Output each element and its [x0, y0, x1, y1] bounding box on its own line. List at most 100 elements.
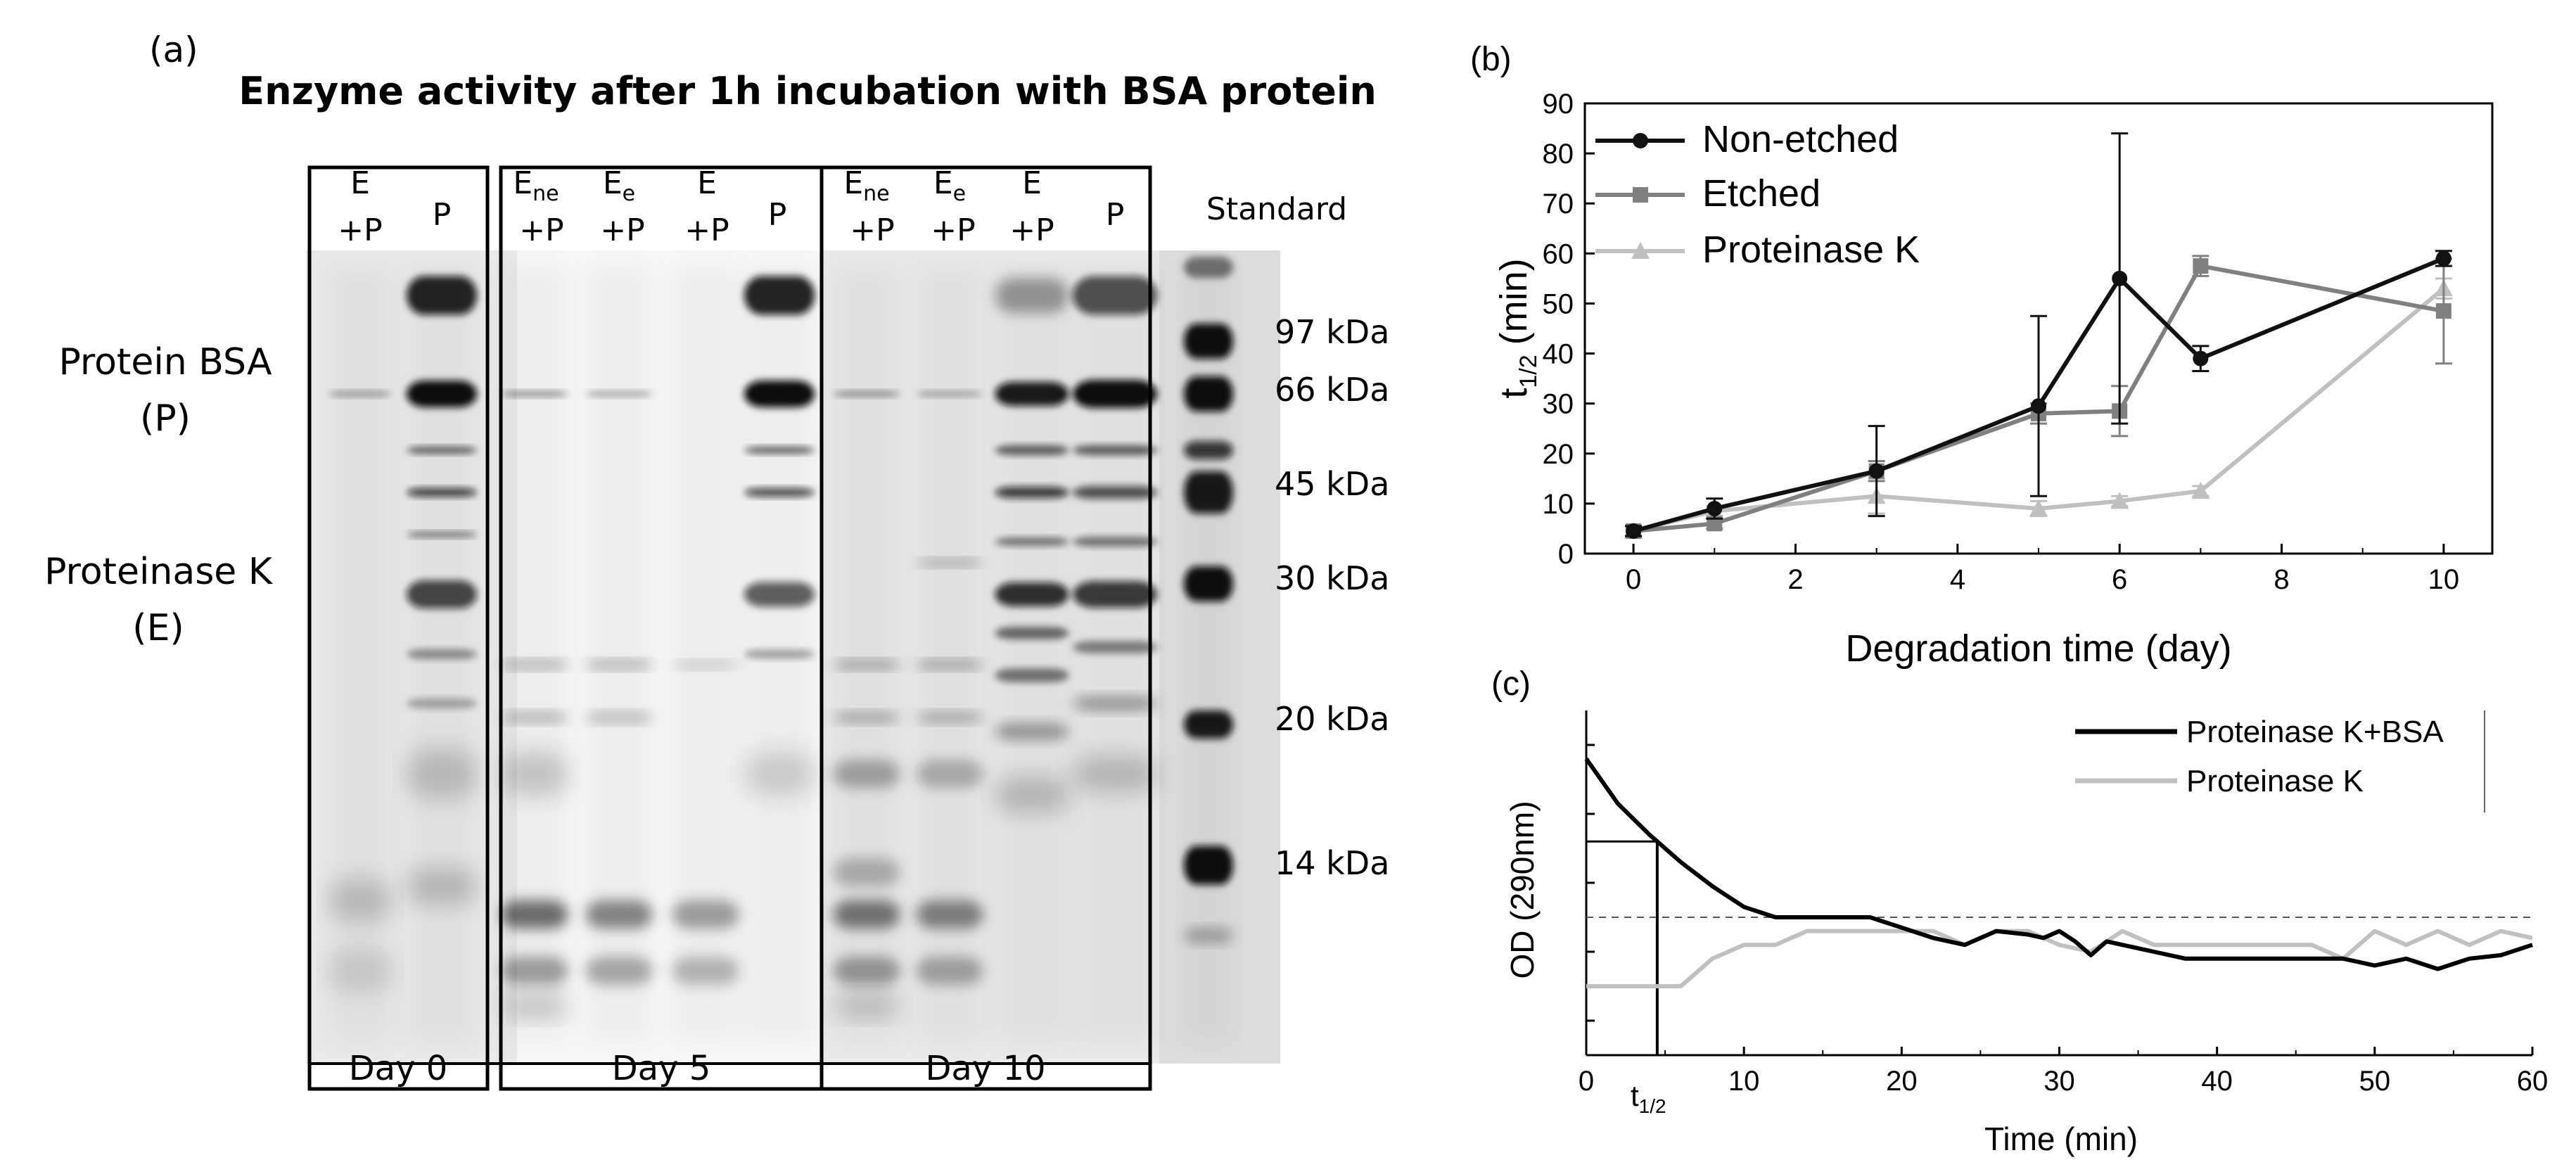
gel-band — [1184, 566, 1233, 601]
gel-band — [744, 582, 815, 607]
gel-band — [407, 532, 477, 537]
chart-b-y-tick-label: 40 — [1543, 339, 1574, 370]
chart-b-point — [2112, 270, 2128, 286]
gel-band — [1073, 537, 1157, 547]
lane-header-day0-p: P — [433, 197, 452, 233]
lane-header-d5-ee-bottom: +P — [600, 212, 644, 248]
lane-header-d10-e-bottom: +P — [1009, 212, 1054, 248]
chart-c-x-tick-label: 40 — [2201, 1066, 2233, 1097]
gel-band — [833, 713, 900, 722]
chart-c-panel-label: (c) — [1491, 665, 1531, 703]
chart-b-y-tick-label: 50 — [1543, 288, 1574, 319]
chart-b-point — [1707, 501, 1723, 516]
chart-b: (b) 0 2 4 6 8 10 0 10 20 30 40 50 60 70 80 90 Degradati… — [1470, 41, 2494, 670]
lane-header-d10-p: P — [1106, 197, 1125, 233]
chart-c-series-line — [1584, 757, 2533, 971]
marker-label-45: 45 kDa — [1275, 465, 1389, 503]
lane-header-d10-ene-sub: ne — [863, 181, 889, 206]
lane-header-d10-ene-base: E — [843, 165, 863, 201]
chart-b-panel-label: (b) — [1470, 41, 1512, 78]
gel-band — [916, 957, 983, 985]
gel-band — [916, 760, 983, 788]
chart-b-x-tick-label: 4 — [1950, 564, 1965, 595]
gel-band — [744, 447, 815, 454]
chart-b-point — [1707, 516, 1723, 532]
gel-band — [1184, 441, 1233, 459]
chart-b-y-axis-label-sub: 1/2 — [1515, 355, 1542, 388]
gel-band — [744, 381, 815, 407]
gel-band — [916, 559, 983, 566]
lane-header-day0-e-top: E — [350, 165, 370, 201]
chart-b-x-tick-label: 2 — [1787, 564, 1803, 595]
lane-header-d5-ene: Ene — [513, 165, 559, 206]
chart-b-y-tick-label: 0 — [1558, 539, 1574, 570]
gel-band — [672, 661, 739, 668]
gel-band — [744, 276, 815, 315]
gel-band — [407, 869, 477, 904]
chart-c-t-half-annotation: t1/2 — [1631, 1079, 1666, 1117]
chart-c-t-half-base: t — [1631, 1079, 1639, 1112]
lane-header-d5-ee: Ee — [603, 165, 635, 206]
gel-band — [501, 391, 568, 397]
chart-c-x-tick-label: 30 — [2043, 1066, 2075, 1097]
chart-b-point — [2435, 250, 2451, 267]
chart-b-point — [2110, 492, 2129, 509]
chart-c-t-half-sub: 1/2 — [1639, 1095, 1666, 1117]
gel-band — [1184, 929, 1233, 943]
lane-header-d5-ene-base: E — [513, 165, 533, 201]
gel-band — [1073, 276, 1157, 315]
lane-headers: E +P P Ene +P Ee +P E +P P Ene +P Ee +P … — [338, 165, 1347, 248]
bsa-label-line2: (P) — [140, 397, 191, 440]
day0-box — [307, 165, 490, 1091]
chart-b-y-tick-label: 90 — [1543, 89, 1574, 120]
gel-lane-haze — [329, 267, 392, 1041]
gel-band — [1184, 257, 1233, 278]
legend-b-etched-label: Etched — [1702, 172, 1821, 215]
gel-band — [1184, 710, 1233, 739]
chart-b-x-tick-label: 6 — [2112, 564, 2127, 595]
lane-header-d10-ee-sub: e — [953, 181, 966, 206]
chart-b-y-tick-label: 20 — [1543, 439, 1574, 470]
chart-b-y-tick-label: 70 — [1543, 189, 1574, 219]
pk-label-line1: Proteinase K — [44, 551, 274, 593]
chart-c-x-axis-label: Time (min) — [1984, 1121, 2138, 1157]
gel-band — [407, 649, 477, 659]
gel-band — [916, 900, 983, 929]
lane-header-d10-ee-bottom: +P — [931, 212, 975, 248]
lane-header-d5-ee-sub: e — [623, 181, 635, 206]
gel-band — [407, 276, 477, 315]
gel-band — [329, 950, 392, 992]
bsa-label-line1: Protein BSA — [58, 341, 272, 383]
lane-header-d10-ene-bottom: +P — [850, 212, 894, 248]
legend-b-etched-marker — [1633, 187, 1648, 203]
marker-labels: 97 kDa 66 kDa 45 kDa 30 kDa 20 kDa 14 kD… — [1275, 313, 1389, 882]
gel-band — [1073, 380, 1157, 408]
gel-band — [916, 391, 983, 397]
chart-c-x-tick-label: 60 — [2517, 1066, 2549, 1097]
lane-header-d5-ene-bottom: +P — [519, 212, 563, 248]
gel-band — [329, 879, 392, 922]
gel-band — [1184, 376, 1233, 412]
legend-b-pk-label: Proteinase K — [1702, 229, 1920, 271]
lane-header-d10-ee: Ee — [933, 165, 966, 206]
gel-band — [995, 278, 1069, 313]
gel-band — [672, 900, 739, 929]
chart-b-point — [2193, 350, 2209, 366]
gel-band — [995, 487, 1069, 498]
gel-band — [501, 995, 568, 1016]
gel-band — [501, 957, 568, 985]
chart-c-y-axis-label: OD (290nm) — [1504, 801, 1541, 978]
gel-band — [833, 858, 900, 886]
gel-band — [407, 749, 477, 798]
gel-band — [1073, 756, 1157, 791]
gel-band — [833, 957, 900, 985]
gel-band — [1184, 324, 1233, 359]
lane-header-d5-e-top: E — [697, 165, 717, 201]
legend-b-nonetched-label: Non-etched — [1702, 118, 1899, 160]
gel-title: Enzyme activity after 1h incubation with… — [238, 69, 1377, 113]
chart-b-point — [2435, 303, 2451, 319]
gel-band — [501, 753, 568, 795]
gel-band — [995, 668, 1069, 682]
lane-header-standard: Standard — [1206, 191, 1347, 227]
gel-band — [833, 661, 900, 669]
